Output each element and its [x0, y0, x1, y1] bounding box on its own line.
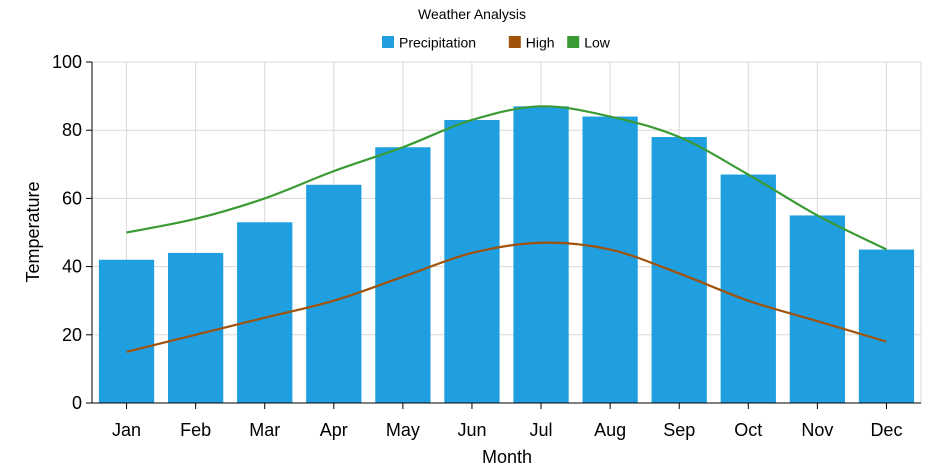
x-tick-label: Mar: [249, 420, 280, 440]
x-tick-label: Dec: [870, 420, 902, 440]
x-tick-label: Aug: [594, 420, 626, 440]
x-tick-label: Jun: [457, 420, 486, 440]
x-tick-label: Jul: [530, 420, 553, 440]
chart-title: Weather Analysis: [418, 6, 526, 22]
axes: [91, 62, 921, 404]
y-tick-label: 40: [62, 257, 82, 277]
x-tick-label: May: [386, 420, 420, 440]
bar-jan: [98, 259, 155, 403]
x-tick-label: Sep: [663, 420, 695, 440]
x-tick-label: Apr: [320, 420, 348, 440]
bars-precipitation: [98, 106, 915, 403]
legend-item-high: High: [508, 35, 555, 51]
bar-sep: [651, 137, 707, 403]
x-tick-label: Oct: [734, 420, 762, 440]
legend-label: High: [526, 35, 555, 51]
legend-swatch: [382, 36, 394, 48]
line-low: [126, 105, 887, 251]
x-axis-label: Month: [482, 447, 532, 467]
series-lines: [126, 105, 887, 353]
bar-oct: [720, 174, 776, 403]
line-high: [126, 241, 887, 353]
y-tick-label: 0: [72, 393, 82, 413]
bar-nov: [789, 215, 846, 403]
bar-aug: [582, 116, 638, 403]
y-axis-label: Temperature: [23, 181, 43, 282]
bar-feb: [167, 252, 224, 403]
x-tick-label: Nov: [801, 420, 833, 440]
x-axis-ticks: Jan Feb Mar Apr May Jun Jul Aug Sep Oct Nov Dec: [112, 403, 902, 440]
y-axis-ticks: 0 20 40 60 80 100: [52, 52, 92, 413]
y-tick-label: 80: [62, 120, 82, 140]
bar-jul: [513, 106, 569, 403]
x-tick-label: Jan: [112, 420, 141, 440]
legend-label: Precipitation: [399, 35, 476, 51]
legend: Precipitation High Low: [382, 35, 611, 51]
y-tick-label: 60: [62, 188, 82, 208]
bar-may: [375, 147, 431, 403]
y-tick-label: 100: [52, 52, 82, 72]
y-tick-label: 20: [62, 325, 82, 345]
legend-swatch: [508, 36, 521, 48]
legend-label: Low: [584, 35, 611, 51]
legend-swatch: [567, 36, 580, 48]
bar-dec: [858, 249, 915, 403]
legend-item-precipitation: Precipitation: [382, 35, 476, 51]
bar-jun: [444, 119, 500, 403]
legend-item-low: Low: [567, 35, 611, 51]
x-tick-label: Feb: [180, 420, 211, 440]
